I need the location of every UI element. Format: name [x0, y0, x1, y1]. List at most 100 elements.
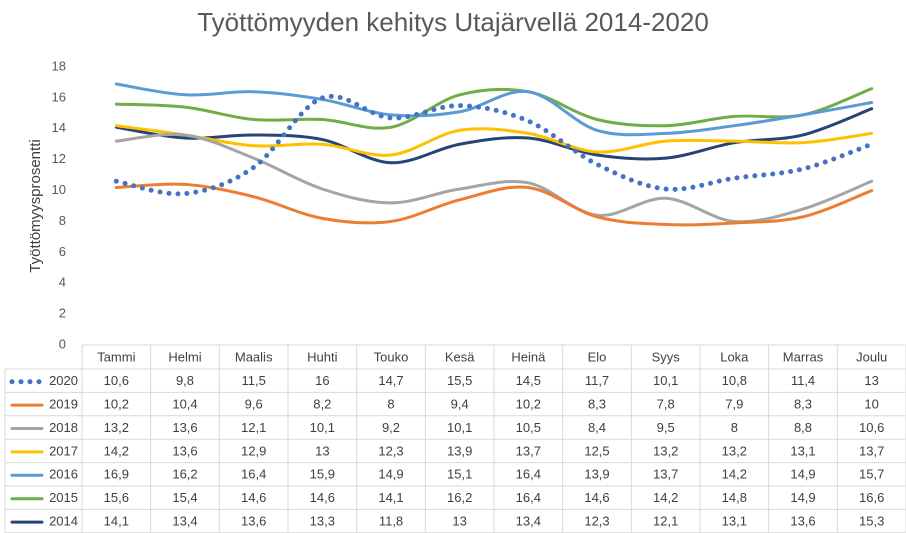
legend-label: 2018: [49, 420, 78, 435]
table-cell: 9,2: [382, 420, 400, 435]
table-cell: 13,6: [172, 443, 197, 458]
table-cell: 13: [315, 443, 329, 458]
table-cell: 7,8: [657, 397, 675, 412]
table-cell: 13,6: [790, 514, 815, 529]
table-cell: 12,3: [584, 514, 609, 529]
x-tick-label: Loka: [720, 349, 749, 364]
table-cell: 10,1: [653, 373, 678, 388]
y-tick-label: 10: [52, 182, 66, 197]
table-cell: 13,7: [859, 443, 884, 458]
table-cell: 14,9: [790, 467, 815, 482]
table-cell: 16,9: [104, 467, 129, 482]
x-tick-label: Touko: [374, 349, 409, 364]
table-cell: 14,9: [378, 467, 403, 482]
series-line: [114, 124, 874, 157]
y-tick-label: 16: [52, 89, 66, 104]
table-cell: 8,2: [313, 397, 331, 412]
table-cell: 15,7: [859, 467, 884, 482]
table-cell: 15,4: [172, 490, 197, 505]
table-cell: 10,6: [104, 373, 129, 388]
x-tick-label: Helmi: [168, 349, 201, 364]
legend-label: 2020: [49, 373, 78, 388]
table-cell: 10,1: [447, 420, 472, 435]
table-cell: 15,1: [447, 467, 472, 482]
table-cell: 13,1: [790, 443, 815, 458]
table-cell: 13,9: [447, 443, 472, 458]
x-tick-label: Maalis: [235, 349, 273, 364]
x-tick-label: Huhti: [307, 349, 337, 364]
table-cell: 15,6: [104, 490, 129, 505]
table-cell: 16,2: [447, 490, 472, 505]
table-cell: 15,5: [447, 373, 472, 388]
table-cell: 14,8: [722, 490, 747, 505]
table-cell: 8,4: [588, 420, 606, 435]
legend-label: 2014: [49, 514, 78, 529]
table-cell: 14,2: [104, 443, 129, 458]
x-tick-label: Syys: [652, 349, 681, 364]
table-cell: 11,4: [791, 373, 815, 388]
series-line: [114, 132, 874, 224]
y-tick-label: 14: [52, 120, 66, 135]
table-cell: 13,7: [516, 443, 541, 458]
table-cell: 15,3: [859, 514, 884, 529]
table-cell: 10,2: [104, 397, 129, 412]
table-cell: 13,9: [584, 467, 609, 482]
table-cell: 10,6: [859, 420, 884, 435]
table-cell: 10,1: [310, 420, 335, 435]
table-cell: 10,4: [172, 397, 197, 412]
legend-label: 2017: [49, 443, 78, 458]
table-cell: 11,5: [241, 373, 265, 388]
series-line: [114, 87, 874, 130]
y-tick-label: 2: [59, 306, 66, 321]
table-cell: 14,6: [584, 490, 609, 505]
table-cell: 14,2: [653, 490, 678, 505]
table-cell: 13: [864, 373, 878, 388]
table-cell: 8,3: [794, 397, 812, 412]
table-cell: 13,1: [722, 514, 747, 529]
x-tick-label: Kesä: [445, 349, 475, 364]
table-cell: 14,1: [104, 514, 129, 529]
y-tick-label: 12: [52, 151, 66, 166]
legend-label: 2016: [49, 467, 78, 482]
table-cell: 15,9: [310, 467, 335, 482]
table-cell: 12,9: [241, 443, 266, 458]
table-cell: 13,2: [104, 420, 129, 435]
table-cell: 13,4: [172, 514, 197, 529]
table-cell: 14,9: [790, 490, 815, 505]
y-tick-label: 8: [59, 213, 66, 228]
table-cell: 11,8: [379, 514, 403, 529]
table-cell: 16,4: [241, 467, 266, 482]
table-cell: 14,7: [378, 373, 403, 388]
table-cell: 10: [864, 397, 878, 412]
series-line: [114, 82, 874, 137]
table-cell: 13,7: [653, 467, 678, 482]
y-axis-title: Työttömyysprosentti: [27, 139, 44, 272]
legend-label: 2019: [49, 397, 78, 412]
table-cell: 10,2: [516, 397, 541, 412]
y-tick-label: 6: [59, 244, 66, 259]
table-cell: 8,3: [588, 397, 606, 412]
table-cell: 13,4: [516, 514, 541, 529]
x-tick-label: Elo: [588, 349, 607, 364]
y-tick-label: 18: [52, 58, 66, 73]
table-cell: 14,6: [241, 490, 266, 505]
table-cell: 11,7: [585, 373, 609, 388]
table-cell: 13,6: [241, 514, 266, 529]
table-cell: 14,1: [378, 490, 403, 505]
chart-title: Työttömyyden kehitys Utajärvellä 2014-20…: [197, 7, 709, 37]
table-cell: 12,5: [584, 443, 609, 458]
table-cell: 13,3: [310, 514, 335, 529]
table-cell: 10,5: [516, 420, 541, 435]
table-cell: 16,2: [172, 467, 197, 482]
table-cell: 10,8: [722, 373, 747, 388]
x-tick-label: Joulu: [856, 349, 887, 364]
series-line: [113, 93, 875, 197]
x-tick-label: Heinä: [511, 349, 546, 364]
x-tick-label: Marras: [783, 349, 824, 364]
table-cell: 13: [452, 514, 466, 529]
y-tick-label: 4: [59, 275, 66, 290]
table-cell: 13,2: [722, 443, 747, 458]
table-cell: 7,9: [725, 397, 743, 412]
table-cell: 16,4: [516, 467, 541, 482]
